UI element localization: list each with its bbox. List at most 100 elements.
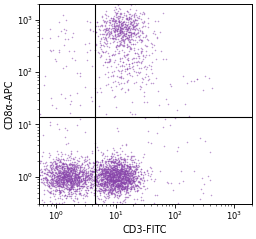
Point	[118, 178, 122, 182]
Point	[111, 189, 115, 192]
Point	[67, 162, 71, 166]
Point	[112, 159, 116, 163]
Point	[135, 60, 140, 64]
Point	[73, 172, 77, 176]
Point	[123, 168, 127, 172]
Point	[122, 162, 126, 166]
Point	[47, 184, 51, 188]
Point	[106, 173, 110, 177]
Point	[69, 185, 73, 189]
Point	[126, 44, 130, 48]
Point	[105, 176, 109, 180]
Point	[102, 183, 106, 186]
Point	[50, 169, 54, 173]
Point	[71, 184, 75, 188]
Point	[130, 23, 134, 27]
Point	[100, 172, 104, 175]
Point	[105, 179, 109, 183]
Point	[106, 159, 110, 163]
Point	[110, 166, 114, 170]
Point	[62, 158, 66, 162]
Point	[89, 176, 93, 180]
Point	[99, 169, 103, 173]
Point	[185, 140, 189, 144]
Point	[97, 171, 101, 174]
Point	[62, 173, 66, 177]
Point	[131, 175, 135, 179]
Point	[118, 64, 122, 68]
Point	[72, 177, 76, 180]
Point	[48, 160, 52, 164]
Point	[201, 88, 205, 92]
Point	[102, 168, 106, 172]
Point	[74, 187, 79, 191]
Point	[111, 34, 115, 38]
Y-axis label: CD8α-APC: CD8α-APC	[4, 79, 14, 129]
Point	[120, 169, 124, 173]
Point	[93, 187, 98, 191]
Point	[123, 168, 127, 172]
Point	[120, 23, 124, 27]
Point	[136, 70, 140, 74]
Point	[125, 66, 130, 70]
Point	[111, 17, 115, 21]
Point	[119, 175, 123, 179]
Point	[107, 168, 111, 172]
Point	[73, 168, 78, 172]
Point	[120, 163, 124, 167]
Point	[113, 185, 117, 189]
Point	[52, 184, 57, 187]
Point	[69, 182, 73, 185]
Point	[64, 172, 68, 176]
Point	[88, 186, 92, 190]
Point	[87, 173, 91, 176]
Point	[97, 27, 101, 31]
Point	[68, 178, 72, 181]
Point	[73, 172, 77, 176]
Point	[74, 176, 78, 179]
Point	[67, 194, 71, 198]
Point	[127, 178, 131, 182]
Point	[96, 172, 100, 176]
Point	[82, 192, 86, 196]
Point	[105, 171, 109, 175]
Point	[118, 178, 122, 181]
Point	[57, 183, 61, 187]
Point	[97, 174, 101, 177]
Point	[119, 182, 123, 186]
Point	[122, 163, 126, 167]
Point	[140, 12, 144, 16]
Point	[99, 172, 103, 176]
Point	[107, 157, 111, 161]
Point	[130, 162, 134, 166]
Point	[120, 15, 124, 19]
Point	[119, 26, 123, 29]
Point	[86, 185, 90, 188]
Point	[61, 180, 65, 184]
Point	[110, 179, 114, 183]
Point	[64, 175, 68, 179]
Point	[68, 176, 72, 180]
Point	[114, 177, 119, 180]
Point	[111, 171, 115, 174]
Point	[97, 51, 101, 55]
Point	[132, 177, 136, 181]
Point	[66, 165, 70, 169]
Point	[123, 34, 127, 38]
Point	[74, 181, 79, 185]
Point	[142, 12, 146, 16]
Point	[113, 179, 117, 183]
Point	[201, 191, 205, 195]
Point	[39, 170, 43, 174]
Point	[144, 33, 148, 37]
Point	[116, 156, 120, 160]
Point	[118, 171, 122, 174]
Point	[111, 40, 115, 43]
Point	[69, 178, 73, 181]
Point	[98, 172, 102, 176]
Point	[57, 127, 61, 131]
Point	[125, 178, 130, 182]
Point	[65, 166, 69, 170]
Point	[97, 189, 101, 193]
Point	[122, 81, 126, 85]
